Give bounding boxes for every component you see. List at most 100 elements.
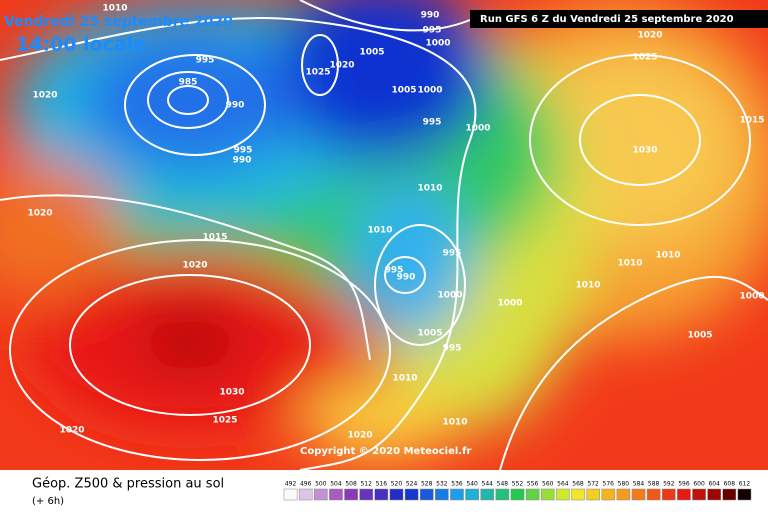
isobar-label: 1020 [32, 91, 57, 101]
isobar-label: 995 [196, 56, 215, 66]
time-label: 14:00 locale [16, 34, 146, 56]
scale-swatch [556, 488, 570, 501]
isobar-label: 990 [421, 11, 440, 21]
isobar-label: 1005 [359, 48, 384, 58]
scale-swatch [631, 488, 646, 501]
scale-label: 504 [330, 481, 342, 488]
isobar-label: 1010 [102, 4, 127, 14]
scale-label: 540 [466, 481, 478, 488]
scale-label: 564 [557, 481, 569, 488]
isobar-label: 1020 [182, 261, 207, 271]
scale-swatch [329, 488, 343, 501]
scale-label: 608 [724, 481, 736, 488]
scale-swatch [722, 488, 737, 501]
scale-label: 532 [436, 481, 448, 488]
date-label: Vendredi 25 septembre 2020 [4, 14, 233, 30]
isobar-label: 1005 [391, 86, 416, 96]
scale-swatch [359, 488, 374, 501]
isobar-label: 1020 [27, 209, 52, 219]
scale-swatch [616, 488, 631, 501]
isobar-label: 1010 [617, 259, 642, 269]
scale-swatch [465, 488, 479, 501]
scale-swatch [314, 488, 328, 501]
scale-label: 548 [497, 481, 509, 488]
scale-swatch [510, 488, 525, 501]
legend-title: Géop. Z500 & pression au sol [32, 477, 224, 492]
isobar-label: 1000 [739, 292, 764, 302]
scale-label: 512 [360, 481, 372, 488]
scale-swatch [404, 488, 419, 501]
run-banner [470, 10, 768, 28]
isobar-label: 1010 [367, 226, 392, 236]
scale-swatch [525, 488, 540, 501]
scale-label: 560 [542, 481, 554, 488]
scale-label: 536 [451, 481, 463, 488]
scale-label: 524 [406, 481, 418, 488]
map-background [0, 0, 768, 470]
scale-label: 592 [663, 481, 675, 488]
isobar-label: 985 [179, 78, 198, 88]
scale-label: 516 [376, 481, 388, 488]
isobar-label: 1030 [632, 146, 657, 156]
run-label: Run GFS 6 Z du Vendredi 25 septembre 202… [480, 14, 734, 25]
isobar-label: 1020 [347, 431, 372, 441]
isobar-label: 995 [443, 344, 462, 354]
scale-swatch [495, 488, 510, 501]
scale-label: 584 [633, 481, 645, 488]
scale-swatch [450, 488, 464, 501]
scale-label: 500 [315, 481, 327, 488]
isobar-label: 1000 [417, 86, 442, 96]
scale-swatch [692, 488, 706, 501]
scale-label: 528 [421, 481, 433, 488]
isobars [0, 0, 768, 471]
scale-label: 604 [708, 481, 720, 488]
scale-swatch [419, 488, 434, 501]
isobar-label: 1025 [212, 416, 237, 426]
isobar-label: 1025 [305, 68, 330, 78]
copyright: Copyright © 2020 Meteociel.fr [300, 446, 471, 457]
isobar-label: 1010 [575, 281, 600, 291]
scale-label: 612 [739, 481, 751, 488]
scale-label: 544 [482, 481, 494, 488]
scale-swatch [661, 488, 676, 501]
isobar-label: 1000 [425, 39, 450, 49]
isobar-label: 1000 [465, 124, 490, 134]
isobar-label: 1030 [219, 388, 244, 398]
scale-swatch [298, 488, 313, 501]
scale-swatch [540, 488, 555, 501]
isobar-label: 1020 [59, 426, 84, 436]
scale-label: 600 [693, 481, 705, 488]
isobar-label: 1010 [442, 418, 467, 428]
scale-label: 596 [678, 481, 690, 488]
scale-label: 496 [300, 481, 312, 488]
isobar-label: 995 [443, 249, 462, 259]
scale-swatch [344, 488, 358, 501]
isobar-label: 1005 [417, 329, 442, 339]
scale-label: 552 [512, 481, 524, 488]
scale-swatch [283, 488, 298, 501]
scale-swatch [480, 488, 495, 501]
scale-swatch [586, 488, 600, 501]
scale-swatch [389, 488, 404, 501]
scale-label: 556 [527, 481, 539, 488]
isobar-label: 1015 [739, 116, 764, 126]
scale-swatch [571, 488, 585, 501]
isobar-labels: 1010990995100010201025102099598599010051… [27, 4, 764, 441]
scale-swatch [374, 488, 389, 501]
scale-label: 568 [572, 481, 584, 488]
isobar-label: 1010 [417, 184, 442, 194]
scale-label: 492 [285, 481, 297, 488]
scale-label: 508 [345, 481, 357, 488]
isobar-label: 1000 [437, 291, 462, 301]
isobar-label: 995 [423, 118, 442, 128]
scale-label: 572 [587, 481, 599, 488]
isobar-label: 1025 [632, 53, 657, 63]
scale-swatch [677, 488, 691, 501]
isobar-label: 1010 [392, 374, 417, 384]
isobar-label: 990 [226, 101, 245, 111]
scale-swatch [601, 488, 616, 501]
isobar-label: 990 [397, 273, 416, 283]
color-scale: 492 496 500 504 508 512 516 520 524 528 532 536 540 5… [283, 481, 752, 501]
isobar-label: 995 [385, 266, 404, 276]
